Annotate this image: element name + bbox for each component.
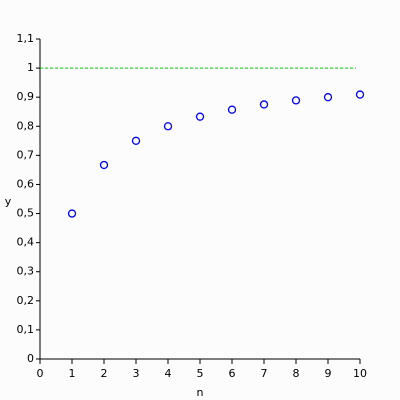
data-point: [195, 112, 205, 121]
y-tick-label: 0,1: [17, 323, 35, 336]
y-tick-label: 0,6: [17, 177, 35, 190]
data-point: [163, 122, 173, 131]
y-tick-label: 0,4: [17, 236, 35, 249]
y-tick-label: 0,9: [17, 90, 35, 103]
data-point: [131, 136, 141, 145]
y-tick-label: 1: [27, 61, 34, 74]
data-point: [291, 96, 301, 105]
y-tick-label: 1,1: [17, 32, 35, 45]
x-tick-label: 2: [101, 367, 108, 380]
data-point: [259, 100, 269, 109]
x-tick-label: 9: [325, 367, 332, 380]
y-tick-label: 0,8: [17, 119, 35, 132]
x-tick-label: 3: [133, 367, 140, 380]
x-tick-label: 6: [229, 367, 236, 380]
x-tick-label: 5: [197, 367, 204, 380]
x-tick-label: 4: [165, 367, 172, 380]
x-tick-label: 1: [69, 367, 76, 380]
x-tick-label: 7: [261, 367, 268, 380]
y-tick-label: 0,5: [17, 207, 35, 220]
x-tick-label: 0: [37, 367, 44, 380]
data-point: [355, 90, 365, 99]
x-axis-label: n: [197, 386, 204, 399]
data-point: [67, 209, 77, 218]
x-tick-label: 10: [353, 367, 367, 380]
data-point: [99, 160, 109, 170]
y-axis-label: y: [5, 195, 12, 208]
x-tick-label: 8: [293, 367, 300, 380]
y-tick-label: 0,7: [17, 148, 35, 161]
y-tick-label: 0: [27, 352, 34, 365]
data-point: [227, 105, 237, 114]
y-tick-label: 0,3: [17, 265, 35, 278]
y-tick-label: 0,2: [17, 294, 35, 307]
data-point: [323, 93, 333, 102]
